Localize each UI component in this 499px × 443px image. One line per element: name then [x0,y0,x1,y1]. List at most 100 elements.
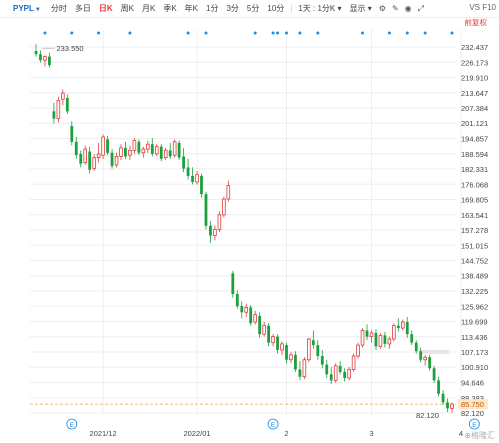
event-dot [204,31,208,35]
candle-body [294,354,297,370]
y-tick-label: 213.647 [461,89,488,98]
candle-body [204,194,208,226]
candle-body [200,175,203,195]
candle-body [410,334,414,343]
candle-body [441,393,445,403]
event-dot [276,31,280,35]
tab-10[interactable]: 10分 [267,4,285,13]
low-price-label: 82.120 [416,411,439,420]
y-tick-label: 194.857 [461,135,488,144]
event-dot [253,31,257,35]
event-dot [97,31,101,35]
tab-9[interactable]: 5分 [246,4,260,13]
x-tick-label: 2 [284,429,288,438]
candle-body [311,340,315,346]
candle-body [217,214,222,230]
adjust-mode-label[interactable]: 前复权 [464,18,488,27]
y-tick-label: 138.489 [461,272,488,281]
candle-body [244,306,249,313]
candle-body [302,359,307,378]
candle-body [347,369,351,379]
y-tick-label: 157.278 [461,226,488,235]
candle-body [52,111,56,119]
candle-body [163,149,168,159]
candle-body [423,356,427,361]
candle-body [79,153,83,164]
event-dot [361,31,365,35]
candle-body [177,143,181,158]
candle-body [34,50,38,55]
event-dot [70,31,74,35]
candle-body [360,330,365,346]
tab-8[interactable]: 3分 [226,4,239,13]
y-tick-label: 119.699 [461,318,488,327]
tab-0[interactable]: 分时 [50,4,67,13]
candle-body [316,345,320,357]
y-tick-label: 94.646 [461,379,484,388]
tab-6[interactable]: 年K [184,4,199,13]
candle-body [235,293,239,307]
candle-body [88,151,92,170]
candle-body [96,153,101,159]
ticker-symbol[interactable]: PYPL▼ [13,4,41,13]
y-tick-label: 125.962 [461,302,488,311]
candle-body [365,330,369,337]
y-tick-label: 219.910 [461,74,488,83]
y-tick-label: 88.383 [461,394,484,403]
candle-body [428,357,432,369]
candle-body [383,335,387,344]
y-tick-label: 144.752 [461,257,488,266]
y-tick-label: 201.121 [461,119,488,128]
y-tick-label: 207.384 [461,104,488,113]
event-marker-label: E [472,422,477,429]
x-tick-label: 2021/12 [90,429,117,438]
candle-body [119,147,123,157]
event-dot [128,31,132,35]
event-dot [450,31,454,35]
candle-body [396,325,400,329]
candle-body [43,56,47,61]
current-price-value: 85.750 [461,400,484,409]
candle-body [387,338,392,345]
candle-body [378,334,383,347]
candle-body [222,198,226,216]
candle-body [195,174,199,183]
candle-body [262,325,266,335]
candle-body [392,325,396,340]
tab-3[interactable]: 周K [120,4,134,13]
y-tick-label: 188.594 [461,150,488,159]
tab-7[interactable]: 1分 [206,4,219,13]
price-band [421,349,449,354]
settings-icon[interactable]: ⚙ [378,4,386,13]
tab-5[interactable]: 季K [163,4,177,13]
event-dot [423,31,427,35]
camera-icon[interactable]: ◉ [404,4,412,13]
ticker-dropdown-icon: ▼ [34,7,41,13]
candle-body [289,354,293,361]
candle-body [61,92,65,100]
candle-body [213,229,217,236]
y-tick-label: 226.173 [461,58,488,67]
candle-body [191,175,194,182]
candle-body [39,54,42,61]
display-menu[interactable]: 显示 ▾ [349,4,372,13]
candle-body [401,321,405,329]
draw-icon[interactable]: ✎ [391,4,399,13]
period-select[interactable]: 1天 : 1分K ▾ [298,4,342,13]
tab-1[interactable]: 多日 [74,4,91,13]
fullscreen-icon[interactable]: ⤢ [417,3,425,13]
y-tick-label: 182.331 [461,165,488,174]
watermark-logo: ⊕格隆汇 [464,431,495,440]
tab-2[interactable]: 日K [98,4,113,13]
candle-body [320,356,324,365]
x-tick-label: 4 [459,429,463,438]
y-tick-label: 232.437 [461,43,488,52]
candle-body [182,156,185,169]
candle-body [74,141,78,156]
candle-body [150,144,154,154]
tab-4[interactable]: 月K [141,4,156,13]
candle-body [307,338,311,361]
y-tick-label: 82.120 [461,409,484,418]
compare-f10-link[interactable]: VS F10 [469,3,496,12]
